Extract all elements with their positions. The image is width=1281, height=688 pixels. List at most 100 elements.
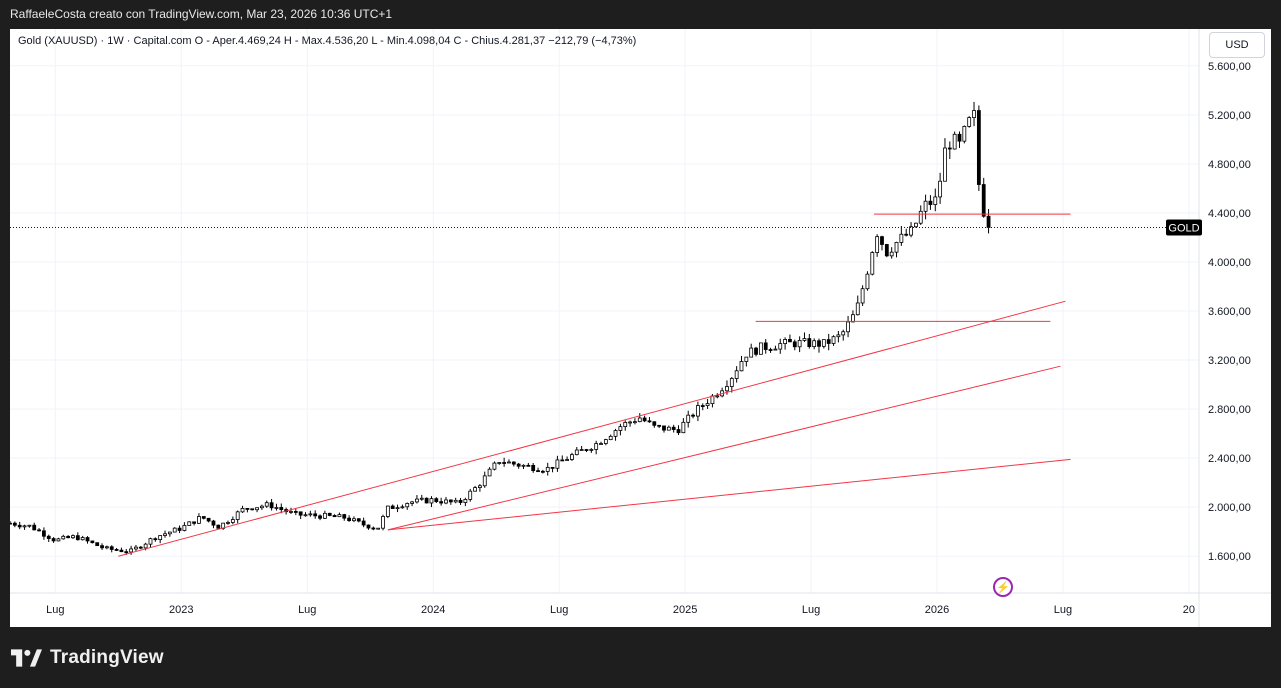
candle-up (172, 527, 177, 533)
candle-down (763, 342, 768, 350)
candle-up (666, 426, 671, 431)
candle-up (453, 499, 458, 503)
candle-up (967, 117, 972, 127)
candle-up (27, 524, 32, 527)
candle-up (695, 405, 700, 417)
lightning-event-icon[interactable]: ⚡ (993, 577, 1013, 597)
tradingview-logo[interactable]: TradingView (11, 647, 164, 669)
candle-down (177, 527, 182, 531)
candle-up (240, 508, 245, 513)
candle-up (894, 242, 899, 253)
candle-up (846, 321, 850, 333)
candle-down (85, 537, 90, 542)
candle-up (497, 462, 502, 464)
candle-up (933, 196, 938, 205)
candle-up (129, 548, 134, 553)
candle-up (889, 251, 894, 257)
candle-up (468, 490, 473, 500)
candle-down (12, 522, 17, 526)
candle-up (555, 459, 560, 469)
candle-down (424, 497, 429, 504)
candle-up (167, 531, 172, 535)
candle-down (298, 511, 303, 516)
candle-down (647, 420, 652, 423)
candle-up (492, 462, 497, 470)
candle-up (633, 421, 637, 424)
candle-down (458, 499, 463, 503)
candle-up (778, 343, 783, 350)
candle-down (75, 535, 80, 541)
candle-up (381, 516, 385, 529)
candle-down (201, 516, 206, 519)
candle-down (109, 546, 114, 550)
candle-down (347, 517, 352, 522)
candle-down (976, 110, 981, 185)
candle-up (686, 414, 691, 423)
candle-down (434, 498, 439, 503)
candle-up (579, 449, 584, 451)
x-tick-label: 2024 (421, 604, 445, 616)
chart-frame[interactable]: 1.600,00 2.000,00 2.400,00 2.800,00 3.200,00… (10, 29, 1271, 627)
y-tick-label: 2.000,00 (1208, 502, 1251, 514)
candle-up (628, 421, 632, 424)
candle-up (395, 507, 400, 510)
candle-up (521, 464, 526, 467)
x-tick-label: Lug (1054, 604, 1072, 616)
candle-down (652, 421, 657, 426)
candle-down (356, 518, 361, 522)
tradingview-mark-icon (11, 649, 42, 667)
grid-lines (10, 29, 1199, 593)
candle-up (289, 511, 293, 513)
x-tick-label: Lug (550, 604, 568, 616)
candle-up (865, 273, 870, 290)
x-tick-label: 2023 (169, 604, 193, 616)
symbol-legend: Gold (XAUUSD) · 1W · Capital.com O - Ape… (18, 35, 637, 47)
candle-up (148, 538, 153, 545)
candle-up (274, 507, 279, 509)
candle-down (642, 417, 647, 422)
candle-down (981, 184, 986, 217)
candle-up (589, 449, 594, 451)
candle-up (226, 522, 230, 524)
candle-up (230, 519, 235, 523)
candle-up (594, 443, 599, 450)
candle-down (250, 508, 255, 511)
y-tick-label: 4.400,00 (1208, 208, 1251, 220)
candle-down (17, 524, 22, 528)
x-tick-label: 20 (1183, 604, 1195, 616)
candle-down (768, 349, 773, 351)
candle-up (870, 252, 875, 275)
candle-down (124, 551, 129, 554)
candle-up (61, 535, 66, 540)
candle-down (51, 538, 56, 542)
candle-up (875, 236, 880, 253)
candle-down (327, 512, 332, 516)
x-tick-label: Lug (802, 604, 820, 616)
candle-up (972, 110, 976, 118)
candle-up (715, 395, 720, 398)
candle-down (957, 133, 962, 142)
candle-up (303, 514, 308, 517)
candle-up (860, 288, 865, 304)
price-chart[interactable]: 1.600,00 2.000,00 2.400,00 2.800,00 3.200,00… (10, 29, 1271, 627)
brand-name: TradingView (50, 647, 164, 668)
candle-up (337, 514, 342, 518)
candle-down (754, 347, 758, 355)
currency-button[interactable]: USD (1209, 32, 1265, 58)
candle-down (826, 339, 831, 344)
candle-down (448, 499, 453, 503)
candle-down (211, 520, 216, 526)
candle-up (623, 421, 628, 428)
trendline (387, 365, 1061, 531)
candle-up (802, 338, 807, 341)
candle-up (744, 356, 749, 362)
candle-down (550, 466, 555, 469)
candle-down (531, 465, 536, 472)
symbol-tag-label: GOLD (1168, 222, 1199, 234)
x-tick-label: 2026 (925, 604, 949, 616)
candle-down (788, 339, 792, 343)
x-tick-label: 2025 (673, 604, 697, 616)
candle-down (516, 463, 521, 467)
candle-down (676, 429, 681, 434)
candle-up (608, 435, 613, 441)
